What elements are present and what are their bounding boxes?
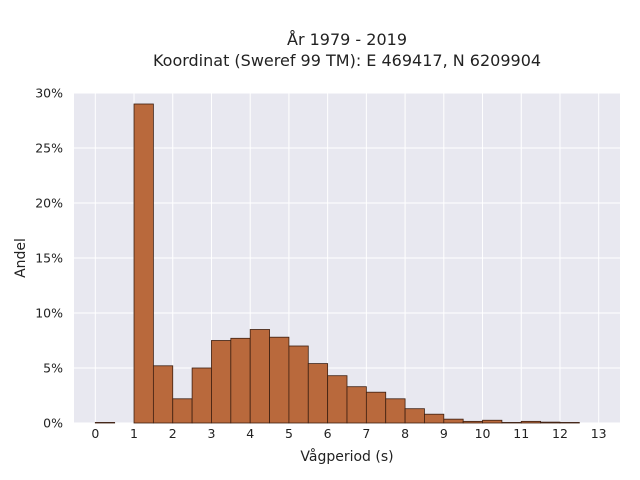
histogram-bar [211, 340, 232, 424]
y-tick-label: 20% [35, 196, 63, 211]
histogram-bar [559, 422, 580, 424]
y-tick-label: 0% [43, 416, 63, 431]
y-tick-label: 15% [35, 251, 63, 266]
histogram-bar [230, 337, 251, 424]
x-tick-label: 3 [207, 426, 215, 441]
histogram-bar [346, 386, 367, 424]
histogram-bar [520, 420, 542, 424]
histogram-bar [385, 398, 406, 424]
histogram-bar [327, 375, 348, 424]
histogram-bar [269, 336, 290, 424]
x-tick-label: 13 [591, 426, 607, 441]
x-tick-label: 12 [552, 426, 568, 441]
x-tick-label: 8 [401, 426, 409, 441]
histogram-bar [501, 422, 522, 424]
y-tick-label: 25% [35, 141, 63, 156]
histogram-bar [365, 391, 387, 424]
x-tick-label: 4 [246, 426, 254, 441]
chart-title-line1: År 1979 - 2019 [287, 30, 407, 49]
bars [94, 103, 580, 424]
x-tick-label: 5 [285, 426, 293, 441]
x-axis-label: Vågperiod (s) [300, 448, 393, 465]
histogram-bar [482, 419, 503, 424]
x-tick-label: 1 [130, 426, 138, 441]
histogram-bar [424, 413, 445, 424]
x-tick-label: 10 [475, 426, 491, 441]
y-tick-labels: 0% 5% 10% 15% 20% 25% 30% [35, 86, 63, 431]
x-tick-label: 11 [513, 426, 529, 441]
histogram-bar [172, 398, 193, 424]
histogram-bar [152, 365, 174, 424]
x-tick-labels: 0 1 2 3 4 5 6 7 8 9 10 11 12 13 [91, 426, 606, 441]
histogram-bar [443, 418, 464, 424]
x-tick-label: 2 [169, 426, 177, 441]
histogram-bar [133, 103, 154, 424]
x-tick-label: 9 [440, 426, 448, 441]
x-tick-label: 6 [324, 426, 332, 441]
chart-title-line2: Koordinat (Sweref 99 TM): E 469417, N 62… [153, 51, 541, 70]
y-axis-label: Andel [13, 238, 29, 278]
histogram-bar [404, 408, 425, 424]
y-tick-label: 30% [35, 86, 63, 101]
histogram-bar [94, 422, 116, 424]
histogram-bar [249, 329, 270, 424]
histogram-bar [307, 363, 329, 424]
histogram-bar [288, 345, 309, 424]
histogram-bar [191, 367, 212, 424]
histogram-bar [462, 420, 483, 424]
y-tick-label: 5% [43, 361, 63, 376]
x-tick-label: 7 [362, 426, 370, 441]
y-tick-label: 10% [35, 306, 63, 321]
x-tick-label: 0 [91, 426, 99, 441]
histogram-bar [540, 421, 561, 424]
